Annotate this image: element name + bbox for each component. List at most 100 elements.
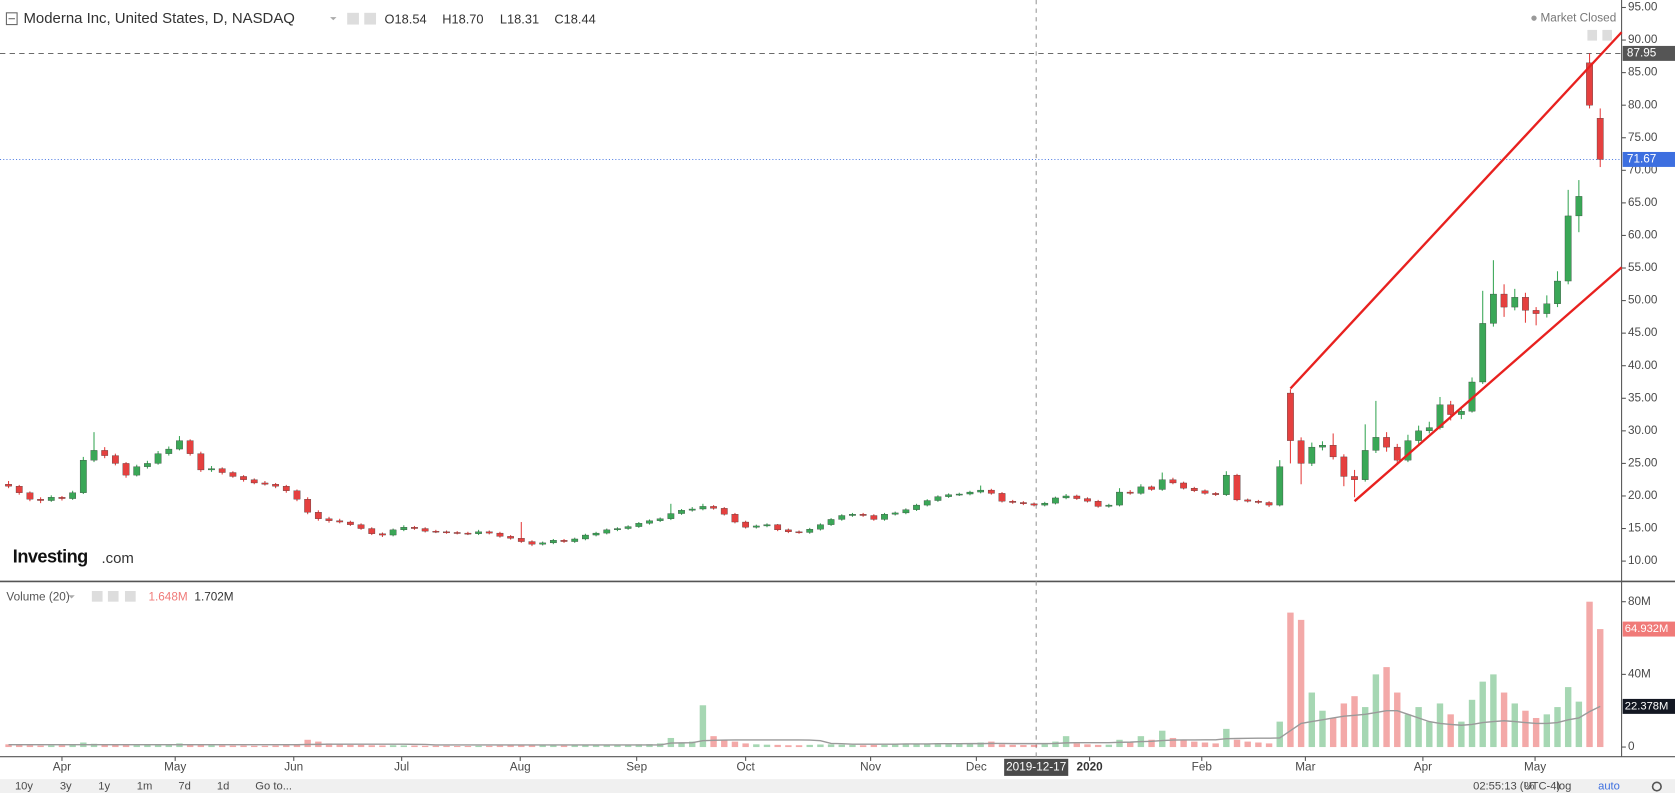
candle-body (859, 514, 867, 516)
trendline (1289, 31, 1623, 390)
volume-bar (486, 745, 493, 748)
candle-body (913, 504, 920, 510)
candle-body (881, 514, 888, 520)
volume-bar (1255, 742, 1262, 748)
volume-bar (1073, 743, 1080, 748)
volume-bar (785, 745, 792, 748)
volume-bar (1404, 714, 1412, 748)
volume-remove[interactable] (124, 591, 136, 602)
candle-body (1137, 486, 1145, 494)
volume-tag: 22.378M (1625, 700, 1669, 712)
candle-body (1062, 495, 1070, 499)
volume-hide[interactable] (107, 591, 119, 602)
candle-body (357, 524, 365, 529)
candle-body (26, 492, 34, 500)
info-icon[interactable] (1602, 29, 1612, 41)
candle-body (1009, 501, 1017, 503)
volume-bar (1522, 710, 1529, 748)
candle-body (678, 510, 685, 514)
ohlc-low: L18.31 (500, 12, 539, 27)
range-button[interactable]: 3y (60, 781, 72, 793)
volume-bar (1126, 741, 1134, 748)
volume-tag-box (1622, 698, 1675, 714)
x-tick-label: Sep (626, 760, 647, 773)
candle-body (485, 531, 493, 534)
volume-tag: 64.932M (1625, 623, 1669, 635)
range-button[interactable]: 1d (217, 781, 229, 793)
candle-body (197, 453, 205, 471)
range-button[interactable]: 1m (137, 781, 153, 793)
candle-body (336, 520, 344, 523)
volume-bar (1436, 703, 1444, 748)
volume-bar (272, 745, 279, 748)
candle-body (1105, 504, 1113, 507)
candle-body (79, 459, 87, 493)
candle-body (603, 529, 611, 534)
volume-bar (1244, 741, 1251, 748)
candle-body (1522, 297, 1529, 311)
candle-body (742, 521, 749, 528)
volume-bar (1554, 707, 1561, 748)
volume-settings[interactable] (91, 591, 103, 602)
candle-body (507, 536, 514, 539)
info-icon[interactable] (1587, 29, 1598, 41)
collapse-icon[interactable] (5, 12, 18, 26)
range-button[interactable]: 7d (178, 781, 190, 793)
y-tick-label: 75.00 (1628, 131, 1658, 144)
volume-bar (699, 705, 707, 748)
range-button[interactable]: 10y (15, 781, 33, 793)
candle-body (998, 493, 1006, 502)
volume-bar (58, 745, 66, 748)
candle-body (977, 489, 985, 493)
log-toggle[interactable]: log (1556, 781, 1571, 793)
goto-button[interactable]: Go to... (255, 781, 292, 793)
volume-bar (336, 744, 343, 748)
volume-bar (389, 745, 397, 748)
percent-toggle[interactable]: % (1524, 781, 1534, 793)
candle-body (432, 530, 440, 533)
candle-body (955, 493, 963, 496)
volume-bar (582, 745, 589, 748)
candle-body (411, 527, 418, 529)
volume-bar (1276, 721, 1283, 748)
price-tag: 87.95 (1627, 47, 1657, 60)
candle-body (1020, 502, 1027, 504)
candle-body (1126, 491, 1134, 494)
auto-toggle[interactable]: auto (1598, 781, 1620, 793)
volume-bar (1362, 707, 1369, 748)
volume-bar (956, 743, 963, 748)
volume-bar (1564, 687, 1572, 748)
candle-body (1276, 466, 1284, 506)
x-tick-label: Oct (736, 760, 755, 773)
candle-body (304, 499, 312, 513)
volume-bar (261, 745, 269, 748)
volume-bar (827, 744, 835, 748)
hide-icon[interactable] (364, 12, 377, 25)
range-button[interactable]: 1y (98, 781, 110, 793)
volume-bar (753, 744, 760, 748)
volume-bar (5, 744, 12, 748)
volume-bar (603, 744, 610, 748)
volume-bar (902, 744, 910, 748)
settings-gear[interactable] (1651, 781, 1662, 792)
candle-body (1490, 293, 1497, 324)
candle-body (347, 521, 354, 525)
volume-bar (1340, 703, 1348, 748)
clock: 02:55:13 (UTC-4) (1473, 781, 1560, 793)
candle-body (624, 526, 632, 529)
volume-bar (1020, 745, 1027, 748)
volume-bar (1458, 721, 1465, 748)
candle-body (154, 453, 162, 464)
candle-body (1361, 450, 1369, 480)
volume-dropdown[interactable] (68, 595, 75, 599)
symbol-dropdown[interactable] (330, 17, 337, 21)
volume-bar (849, 744, 856, 748)
x-tick-label: Apr (53, 760, 71, 773)
settings-icon[interactable] (347, 12, 359, 25)
candle-body (90, 450, 98, 461)
volume-bar (186, 744, 194, 748)
volume-bar (283, 745, 290, 748)
volume-bar (1105, 744, 1113, 748)
volume-bar (934, 743, 942, 748)
ohlc-open: O18.54 (385, 12, 427, 27)
